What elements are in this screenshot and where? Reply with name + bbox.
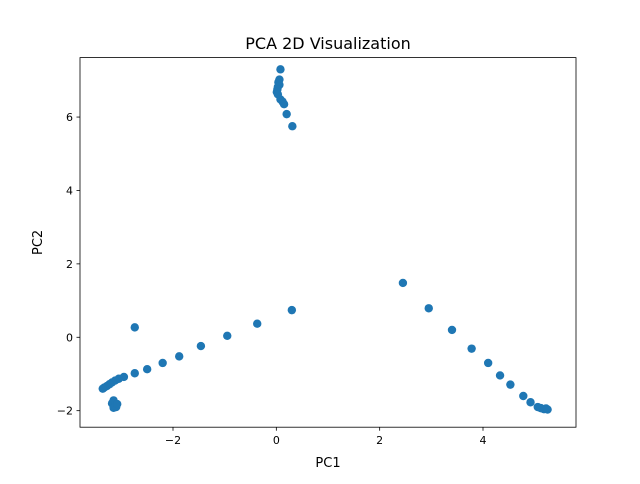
plot-frame	[79, 57, 577, 428]
y-axis-label: PC2	[31, 230, 46, 255]
y-tick-label: 0	[66, 331, 73, 344]
x-axis-ticks: −2 0 2 4	[165, 427, 487, 447]
scatter-point	[142, 365, 152, 374]
scatter-point	[543, 405, 552, 414]
x-axis-label: PC1	[315, 456, 340, 471]
y-tick-label: −2	[57, 405, 73, 418]
scatter-point	[483, 358, 493, 368]
scatter-point	[506, 380, 515, 389]
scatter-point	[467, 344, 476, 353]
scatter-point	[447, 325, 457, 335]
scatter-point	[287, 305, 297, 315]
y-tick-label: 6	[66, 111, 73, 124]
scatter-point	[253, 319, 262, 328]
scatter-point	[223, 331, 232, 341]
scatter-point	[526, 398, 535, 407]
scatter-point	[196, 341, 206, 351]
x-tick-label: 2	[376, 434, 383, 447]
chart-title: PCA 2D Visualization	[245, 34, 411, 53]
scatter-point	[282, 109, 291, 119]
scatter-point	[398, 278, 408, 288]
scatter-points	[98, 65, 552, 414]
scatter-point	[98, 384, 107, 393]
y-tick-label: 4	[66, 184, 73, 197]
scatter-point	[495, 371, 505, 380]
scatter-point	[130, 369, 139, 378]
scatter-point	[288, 122, 297, 131]
y-tick-label: 2	[66, 258, 73, 271]
scatter-point	[130, 323, 139, 332]
scatter-point	[175, 352, 184, 361]
scatter-point	[279, 100, 289, 109]
scatter-point	[113, 399, 122, 409]
scatter-point	[276, 65, 285, 74]
x-tick-label: 4	[480, 434, 487, 447]
x-tick-label: −2	[165, 434, 181, 447]
scatter-point	[519, 391, 528, 401]
x-tick-label: 0	[273, 434, 280, 447]
y-axis-ticks: −2 0 2 4 6	[57, 111, 80, 418]
scatter-point	[424, 304, 433, 313]
scatter-point	[158, 358, 167, 368]
